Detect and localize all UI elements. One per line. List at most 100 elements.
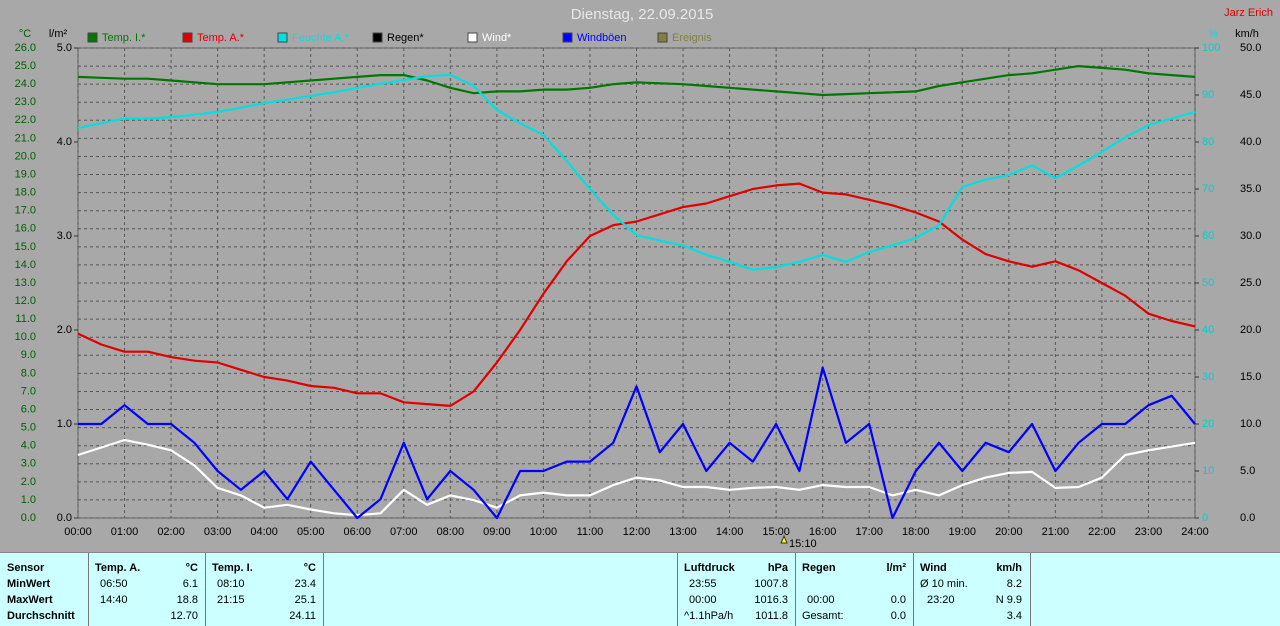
stat-text: 25.1 [294,594,316,606]
y-tick-label: 5.0 [21,422,36,434]
y-tick-label: 20 [1202,418,1214,430]
y-tick-label: 15.0 [1240,371,1261,383]
stat-text: Temp. I. [212,562,253,574]
stat-text: 23:55 [689,578,717,590]
x-tick-label: 24:00 [1181,526,1209,538]
legend-swatch [182,32,193,43]
y-tick-label: 40.0 [1240,136,1261,148]
y-tick-label: 19.0 [15,168,36,180]
legend-label: Wind* [482,32,512,44]
x-tick-label: 21:00 [1042,526,1070,538]
stat-text: 14:40 [100,594,128,606]
y-tick-label: 21.0 [15,132,36,144]
stat-text: Wind [920,562,947,574]
series-line [77,73,1196,271]
stat-text: 0.0 [890,610,906,622]
y-tick-label: 11.0 [15,313,36,325]
y-tick-label: 10.0 [15,331,36,343]
stat-text: 23:20 [927,594,955,606]
stat-text: 18.8 [176,594,198,606]
stats-panel: Sensor MinWert MaxWert Durchschnitt Temp. A.… [0,552,1280,626]
axis-unit: km/h [1235,28,1259,40]
y-tick-label: 24.0 [15,78,36,90]
x-tick-label: 02:00 [157,526,185,538]
x-tick-label: 06:00 [343,526,371,538]
y-tick-label: 9.0 [21,349,36,361]
y-tick-label: 1.0 [21,494,36,506]
x-tick-label: 00:00 [64,526,92,538]
y-tick-label: 2.0 [57,324,72,336]
y-tick-label: 15.0 [15,241,36,253]
x-tick-label: 23:00 [1135,526,1163,538]
y-tick-label: 20.0 [1240,324,1261,336]
y-tick-label: 22.0 [15,114,36,126]
y-tick-label: 0.0 [57,512,72,524]
x-tick-label: 20:00 [995,526,1023,538]
x-tick-label: 14:00 [716,526,744,538]
y-tick-label: 17.0 [15,205,36,217]
y-tick-label: 0.0 [1240,512,1255,524]
y-tick-label: 26.0 [15,42,36,54]
legend-swatch [372,32,383,43]
annotation-label: 15:10 [789,538,817,550]
separator [205,553,206,626]
separator [323,553,324,626]
stat-text: Luftdruck [684,562,735,574]
y-tick-label: 45.0 [1240,89,1261,101]
stat-text: 21:15 [217,594,245,606]
y-tick-label: 16.0 [15,223,36,235]
y-tick-label: 20.0 [15,150,36,162]
y-tick-label: 80 [1202,136,1214,148]
annotation-marker [780,534,788,544]
stat-text: 3.4 [1006,610,1022,622]
y-tick-label: 70 [1202,183,1214,195]
y-tick-label: 3.0 [57,230,72,242]
stat-text: 06:50 [100,578,128,590]
stat-text: Temp. A. [95,562,141,574]
y-tick-label: 30.0 [1240,230,1261,242]
stat-text: l/m² [886,562,906,574]
y-tick-label: 1.0 [57,418,72,430]
series-line [77,438,1196,517]
axis-unit: % [1208,28,1218,40]
stat-text: hPa [767,562,788,574]
stat-text: 1011.8 [755,610,788,622]
stat-text: 00:00 [807,594,835,606]
x-tick-label: 10:00 [530,526,558,538]
y-tick-label: 0 [1202,512,1208,524]
y-tick-label: 23.0 [15,96,36,108]
y-tick-label: 50 [1202,277,1214,289]
stat-text: ^1.1hPa/h [684,610,734,622]
x-tick-label: 19:00 [949,526,977,538]
x-tick-label: 22:00 [1088,526,1116,538]
x-tick-label: 08:00 [437,526,465,538]
author: Jarz Erich [1224,7,1273,19]
x-tick-label: 09:00 [483,526,511,538]
x-tick-label: 15:00 [762,526,790,538]
y-tick-label: 10.0 [1240,418,1261,430]
stat-text: Durchschnitt [7,610,75,622]
axis-unit: l/m² [49,28,68,40]
series-line [77,65,1196,97]
stat-text: 23.4 [294,578,316,590]
x-tick-label: 12:00 [623,526,651,538]
separator [795,553,796,626]
x-tick-label: 03:00 [204,526,232,538]
stat-text: 12.70 [170,610,198,622]
stat-text: 0.0 [890,594,906,606]
x-tick-label: 17:00 [855,526,883,538]
stat-text: N 9.9 [995,594,1022,606]
stat-text: 8.2 [1006,578,1022,590]
x-tick-label: 13:00 [669,526,697,538]
y-tick-label: 5.0 [57,42,72,54]
chart: Dienstag, 22.09.2015 Jarz Erich °C l/m² … [15,6,1273,550]
stat-text: Regen [802,562,836,574]
legend-swatch [277,32,288,43]
series-line [78,366,1196,520]
chart-title: Dienstag, 22.09.2015 [571,6,714,23]
y-tick-label: 25.0 [1240,277,1261,289]
y-tick-label: 13.0 [15,277,36,289]
y-tick-label: 12.0 [15,295,36,307]
x-tick-label: 16:00 [809,526,837,538]
